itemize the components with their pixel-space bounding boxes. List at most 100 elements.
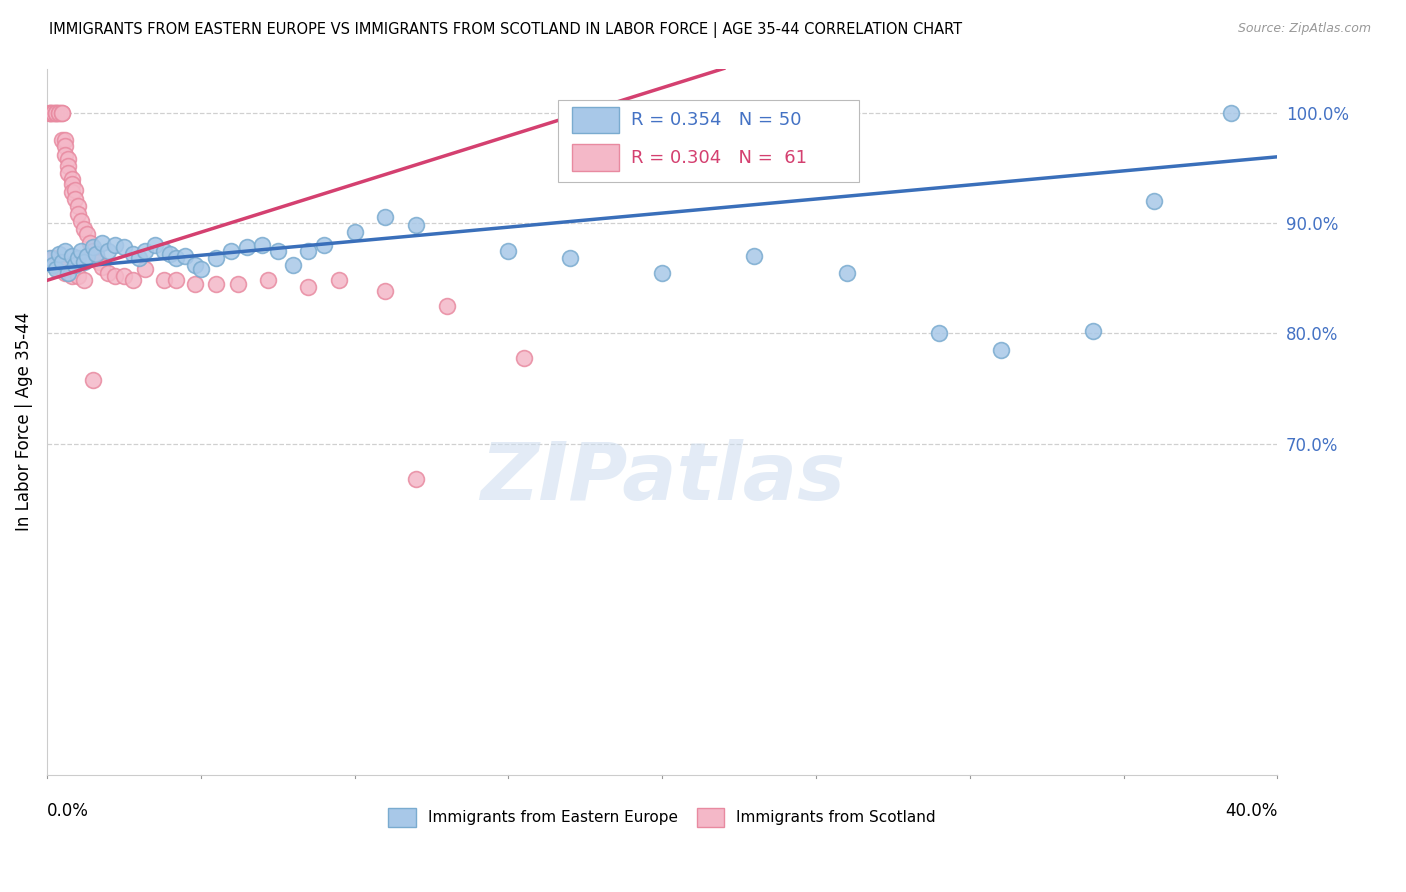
Point — [82, 373, 104, 387]
Point — [39, 252, 62, 266]
Point — [58, 152, 80, 166]
Point — [343, 225, 366, 239]
Point — [60, 249, 83, 263]
Point — [45, 105, 67, 120]
Point — [436, 299, 458, 313]
Point — [51, 105, 73, 120]
Point — [128, 252, 150, 266]
FancyBboxPatch shape — [558, 100, 859, 182]
Point — [48, 262, 70, 277]
Point — [73, 254, 96, 268]
Point — [51, 262, 73, 277]
Point — [63, 183, 86, 197]
Point — [76, 227, 98, 241]
Point — [134, 262, 156, 277]
Point — [69, 244, 91, 258]
Point — [190, 262, 212, 277]
Point — [97, 244, 120, 258]
Point — [84, 247, 107, 261]
Point — [236, 240, 259, 254]
Point — [297, 280, 319, 294]
Text: IMMIGRANTS FROM EASTERN EUROPE VS IMMIGRANTS FROM SCOTLAND IN LABOR FORCE | AGE : IMMIGRANTS FROM EASTERN EUROPE VS IMMIGR… — [49, 22, 962, 38]
Point — [165, 273, 187, 287]
Point — [53, 266, 76, 280]
Point — [205, 277, 228, 291]
Point — [73, 221, 96, 235]
Point — [69, 214, 91, 228]
Point — [82, 244, 104, 258]
Point — [1143, 194, 1166, 208]
Point — [66, 268, 89, 283]
Point — [66, 199, 89, 213]
Point — [221, 244, 243, 258]
Point — [45, 105, 67, 120]
Point — [84, 249, 107, 263]
Point — [183, 277, 205, 291]
Point — [91, 260, 114, 275]
Point — [835, 266, 858, 280]
Text: 0.0%: 0.0% — [46, 803, 89, 821]
Point — [183, 258, 205, 272]
Point — [53, 147, 76, 161]
Point — [165, 252, 187, 266]
Point — [97, 266, 120, 280]
Point — [405, 472, 427, 486]
Point — [45, 258, 67, 272]
Point — [58, 266, 80, 280]
Point — [63, 192, 86, 206]
Point — [42, 252, 65, 266]
Point — [152, 273, 174, 287]
Point — [60, 185, 83, 199]
Text: Source: ZipAtlas.com: Source: ZipAtlas.com — [1237, 22, 1371, 36]
Point — [51, 133, 73, 147]
Text: ZIPatlas: ZIPatlas — [479, 439, 845, 517]
Point — [82, 240, 104, 254]
Point — [79, 235, 101, 250]
Point — [103, 268, 125, 283]
Point — [374, 285, 396, 299]
Point — [58, 166, 80, 180]
Point — [76, 249, 98, 263]
Point — [73, 273, 96, 287]
FancyBboxPatch shape — [572, 145, 619, 171]
Point — [174, 249, 197, 263]
Point — [312, 238, 335, 252]
Point — [281, 258, 304, 272]
Point — [66, 207, 89, 221]
Text: R = 0.304   N =  61: R = 0.304 N = 61 — [631, 148, 807, 167]
Point — [39, 105, 62, 120]
Point — [58, 159, 80, 173]
Point — [60, 178, 83, 192]
Point — [63, 258, 86, 272]
Point — [60, 172, 83, 186]
Point — [1081, 324, 1104, 338]
Point — [143, 238, 166, 252]
Point — [89, 254, 111, 268]
Point — [498, 244, 520, 258]
Point — [513, 351, 536, 365]
Point — [257, 273, 280, 287]
Point — [53, 138, 76, 153]
Point — [405, 218, 427, 232]
Point — [990, 343, 1012, 357]
Point — [103, 238, 125, 252]
Point — [558, 252, 581, 266]
Point — [60, 268, 83, 283]
Point — [226, 277, 249, 291]
Point — [39, 105, 62, 120]
FancyBboxPatch shape — [572, 107, 619, 134]
Point — [48, 247, 70, 261]
Point — [48, 105, 70, 120]
Point — [134, 244, 156, 258]
Point — [252, 238, 274, 252]
Point — [1220, 105, 1243, 120]
Point — [297, 244, 319, 258]
Point — [51, 105, 73, 120]
Point — [66, 252, 89, 266]
Point — [205, 252, 228, 266]
Point — [48, 105, 70, 120]
Point — [112, 268, 135, 283]
Point — [122, 273, 145, 287]
Point — [53, 244, 76, 258]
Point — [928, 326, 950, 341]
